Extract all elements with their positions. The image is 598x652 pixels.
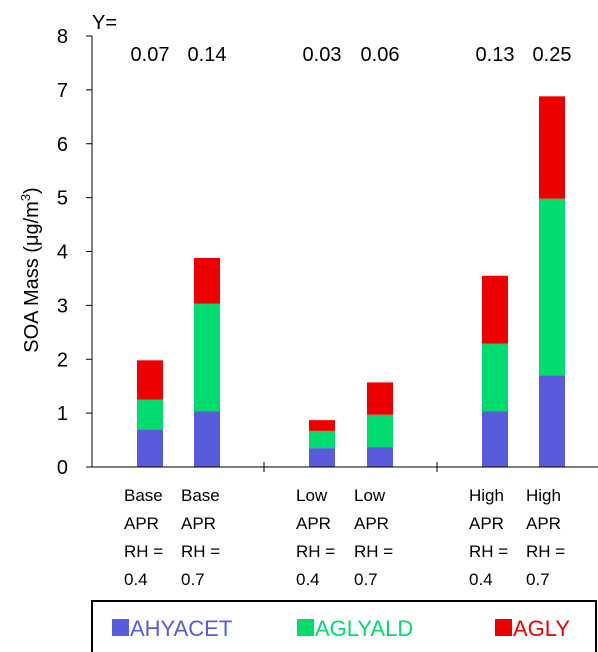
category-label: Base	[124, 486, 163, 505]
y-tick-label: 5	[57, 188, 68, 210]
category-label: 0.7	[526, 570, 550, 589]
bar-segment-ahyacet	[482, 411, 508, 467]
category-label: RH =	[181, 542, 220, 561]
y-tick-label: 3	[57, 295, 68, 317]
category-label: 0.4	[124, 570, 148, 589]
y-fraction-label: 0.06	[361, 44, 400, 66]
category-label: APR	[469, 514, 504, 533]
category-label: RH =	[296, 542, 335, 561]
category-label: APR	[526, 514, 561, 533]
y-fraction-label: 0.03	[303, 44, 342, 66]
bar-segment-agly	[367, 382, 393, 415]
category-label: High	[526, 486, 561, 505]
y-fraction-label: 0.14	[188, 44, 227, 66]
bar-segment-agly	[482, 275, 508, 344]
y-tick-label: 4	[57, 242, 68, 264]
bar-segment-ahyacet	[309, 448, 335, 467]
bar-segment-aglyald	[367, 414, 393, 448]
legend-swatch	[297, 619, 314, 636]
legend-swatch	[495, 619, 512, 636]
y-tick-label: 7	[57, 80, 68, 102]
bar-segment-ahyacet	[137, 429, 163, 467]
y-axis-title: SOA Mass (μg/m3)	[18, 187, 43, 352]
bar-segment-agly	[137, 360, 163, 400]
category-label: Low	[296, 486, 328, 505]
legend: AHYACET AGLYALD AGLY	[91, 600, 597, 652]
legend-swatch	[112, 619, 129, 636]
y-fraction-label: 0.13	[476, 44, 515, 66]
y-fraction-label: 0.25	[533, 44, 572, 66]
category-label: 0.4	[296, 570, 320, 589]
category-label: RH =	[526, 542, 565, 561]
y-fraction-prefix: Y=	[92, 12, 117, 34]
category-label: APR	[124, 514, 159, 533]
bar-segment-ahyacet	[194, 411, 220, 467]
bar-segment-aglyald	[194, 303, 220, 412]
y-fraction-labels: Y= 0.07 0.14 0.03 0.06 0.13 0.25	[92, 12, 571, 66]
y-tick-label: 2	[57, 349, 68, 371]
y-axis: 0 1 2 3 4 5 6 7 8	[57, 26, 93, 479]
y-tick-label: 0	[57, 457, 68, 479]
legend-label: AGLYALD	[315, 616, 413, 641]
legend-label: AGLY	[513, 616, 570, 641]
y-fraction-label: 0.07	[131, 44, 170, 66]
bar-segment-ahyacet	[367, 447, 393, 467]
bar-segment-aglyald	[309, 430, 335, 449]
legend-label: AHYACET	[130, 616, 232, 641]
y-tick-label: 6	[57, 134, 68, 156]
bar-segment-agly	[539, 96, 565, 199]
category-label: APR	[354, 514, 389, 533]
category-label: Base	[181, 486, 220, 505]
y-tick-label: 8	[57, 26, 68, 48]
bar-segment-agly	[194, 257, 220, 304]
category-label: Low	[354, 486, 386, 505]
category-label: RH =	[354, 542, 393, 561]
y-tick-label: 1	[57, 403, 68, 425]
x-axis	[92, 462, 598, 472]
category-label: 0.7	[354, 570, 378, 589]
category-label: 0.7	[181, 570, 205, 589]
category-label: 0.4	[469, 570, 493, 589]
category-label: APR	[296, 514, 331, 533]
category-label: APR	[181, 514, 216, 533]
bar-segment-ahyacet	[539, 375, 565, 467]
bar-segment-aglyald	[137, 399, 163, 430]
bar-segment-aglyald	[482, 343, 508, 412]
bar-segment-agly	[309, 420, 335, 431]
category-label: High	[469, 486, 504, 505]
bars	[137, 96, 565, 467]
category-label: RH =	[469, 542, 508, 561]
bar-segment-aglyald	[539, 198, 565, 376]
category-label: RH =	[124, 542, 163, 561]
category-labels: Base APR RH = 0.4 Base APR RH = 0.7 Low APR RH = 0.…	[124, 486, 565, 589]
